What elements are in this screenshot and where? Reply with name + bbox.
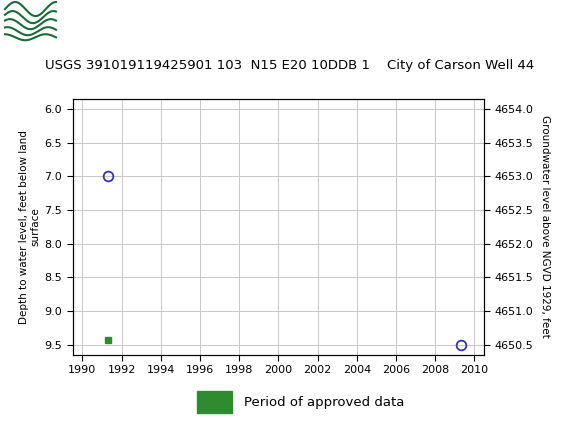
Text: USGS 391019119425901 103  N15 E20 10DDB 1    City of Carson Well 44: USGS 391019119425901 103 N15 E20 10DDB 1… (45, 59, 535, 72)
Text: Period of approved data: Period of approved data (244, 396, 404, 408)
Y-axis label: Groundwater level above NGVD 1929, feet: Groundwater level above NGVD 1929, feet (540, 115, 550, 338)
FancyBboxPatch shape (4, 4, 58, 43)
Y-axis label: Depth to water level, feet below land
surface: Depth to water level, feet below land su… (19, 130, 40, 324)
Text: USGS: USGS (62, 14, 130, 34)
FancyBboxPatch shape (197, 391, 232, 413)
